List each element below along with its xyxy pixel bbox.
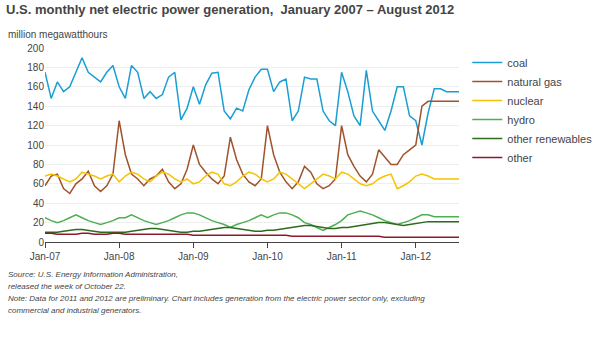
svg-text:180: 180	[27, 62, 44, 73]
svg-text:200: 200	[27, 43, 44, 54]
svg-text:Jan-11: Jan-11	[327, 251, 357, 262]
svg-text:40: 40	[33, 198, 45, 209]
svg-text:20: 20	[33, 217, 45, 228]
svg-text:other renewables: other renewables	[507, 133, 592, 145]
svg-text:released the week of October 2: released the week of October 22.	[8, 282, 126, 291]
svg-text:120: 120	[27, 120, 44, 131]
svg-text:nuclear: nuclear	[507, 95, 543, 107]
svg-text:Jan-10: Jan-10	[252, 251, 283, 262]
svg-text:coal: coal	[507, 57, 527, 69]
svg-text:80: 80	[33, 159, 45, 170]
svg-text:Source: U.S. Energy Informatio: Source: U.S. Energy Information Administ…	[8, 270, 180, 279]
svg-text:other: other	[507, 152, 532, 164]
svg-text:Jan-07: Jan-07	[30, 251, 61, 262]
svg-text:commercial and industrial gene: commercial and industrial generators.	[8, 306, 141, 315]
svg-text:160: 160	[27, 81, 44, 92]
svg-text:Note: Data for 2011 and 2012 a: Note: Data for 2011 and 2012 are prelimi…	[8, 294, 425, 303]
svg-text:U.S. monthly net electric powe: U.S. monthly net electric power generati…	[6, 2, 454, 17]
svg-text:140: 140	[27, 101, 44, 112]
svg-text:million megawatthours: million megawatthours	[8, 29, 108, 40]
svg-text:Jan-12: Jan-12	[400, 251, 431, 262]
svg-text:Jan-08: Jan-08	[104, 251, 135, 262]
svg-text:natural gas: natural gas	[507, 76, 562, 88]
svg-text:Jan-09: Jan-09	[178, 251, 209, 262]
svg-text:0: 0	[38, 237, 44, 248]
svg-text:100: 100	[27, 140, 44, 151]
svg-text:hydro: hydro	[507, 114, 535, 126]
svg-text:60: 60	[33, 178, 45, 189]
